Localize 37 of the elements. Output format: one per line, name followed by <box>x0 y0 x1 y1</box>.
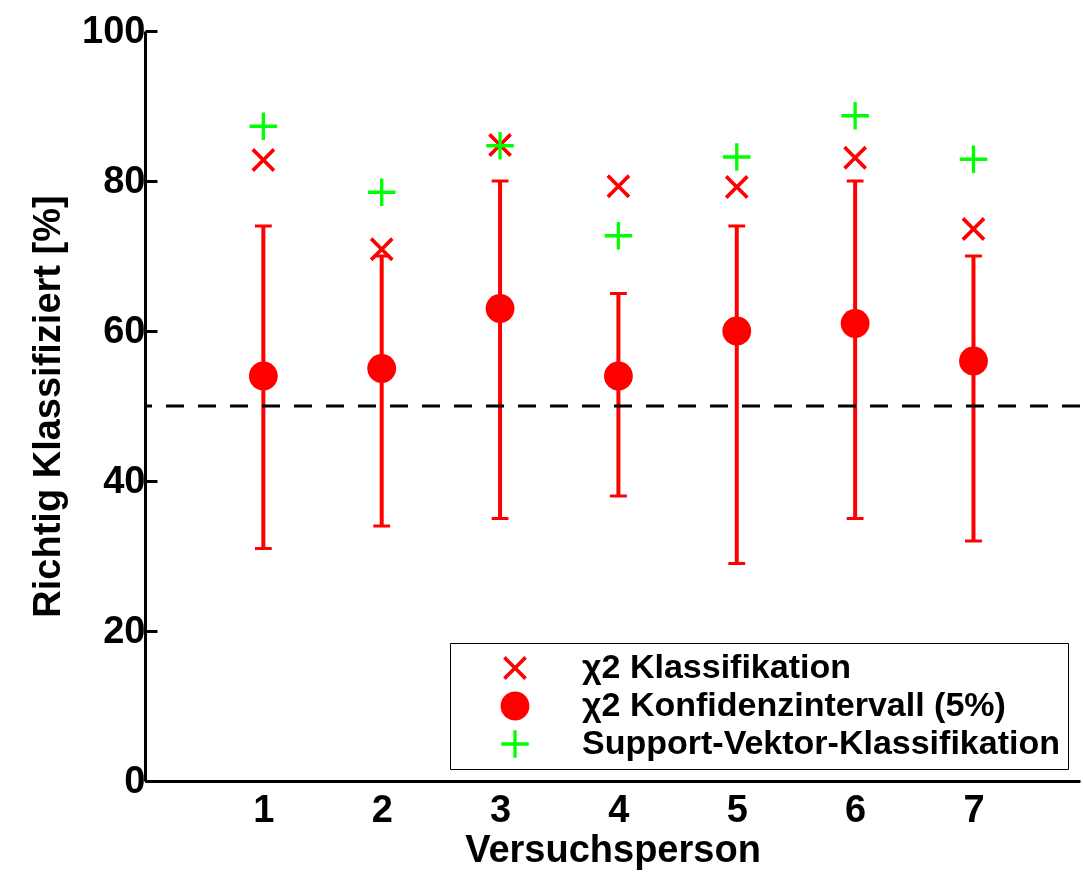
x-tick-label: 6 <box>845 787 867 830</box>
y-tick-label: 100 <box>82 8 146 51</box>
y-tick-label: 20 <box>103 608 146 651</box>
y-tick-label: 40 <box>103 458 146 501</box>
x-tick-label: 7 <box>963 787 985 830</box>
point <box>251 148 276 172</box>
x-tick-label: 2 <box>371 787 393 830</box>
x-tick-label: 3 <box>489 787 512 830</box>
point <box>367 178 396 207</box>
y-tick-label: 60 <box>103 308 146 351</box>
point <box>961 217 986 241</box>
x-tick-label: 5 <box>726 787 748 830</box>
point <box>840 309 870 338</box>
point <box>841 101 869 130</box>
x-axis-title: Versuchsperson <box>465 827 761 870</box>
legend-label: Support-Vektor-Klassifikation <box>582 723 1060 761</box>
point <box>959 346 988 376</box>
x-tick-label: 1 <box>253 787 275 830</box>
point <box>485 294 515 323</box>
x-tick-label: 4 <box>608 787 630 830</box>
point <box>724 175 749 199</box>
legend-label: χ2 Klassifikation <box>582 647 851 685</box>
point <box>722 143 751 171</box>
point <box>722 316 752 346</box>
y-tick-label: 0 <box>124 758 146 801</box>
legend-label: χ2 Konfidenzintervall (5%) <box>582 685 1006 723</box>
point <box>249 112 278 141</box>
point <box>367 354 397 383</box>
y-axis-title: Richtig Klassifiziert [%] <box>26 195 69 618</box>
point <box>248 361 278 391</box>
point <box>843 145 868 170</box>
point <box>604 361 633 391</box>
point <box>606 174 631 199</box>
y-tick-label: 80 <box>103 158 146 201</box>
point <box>369 237 394 262</box>
point <box>959 145 988 174</box>
point <box>604 221 633 250</box>
